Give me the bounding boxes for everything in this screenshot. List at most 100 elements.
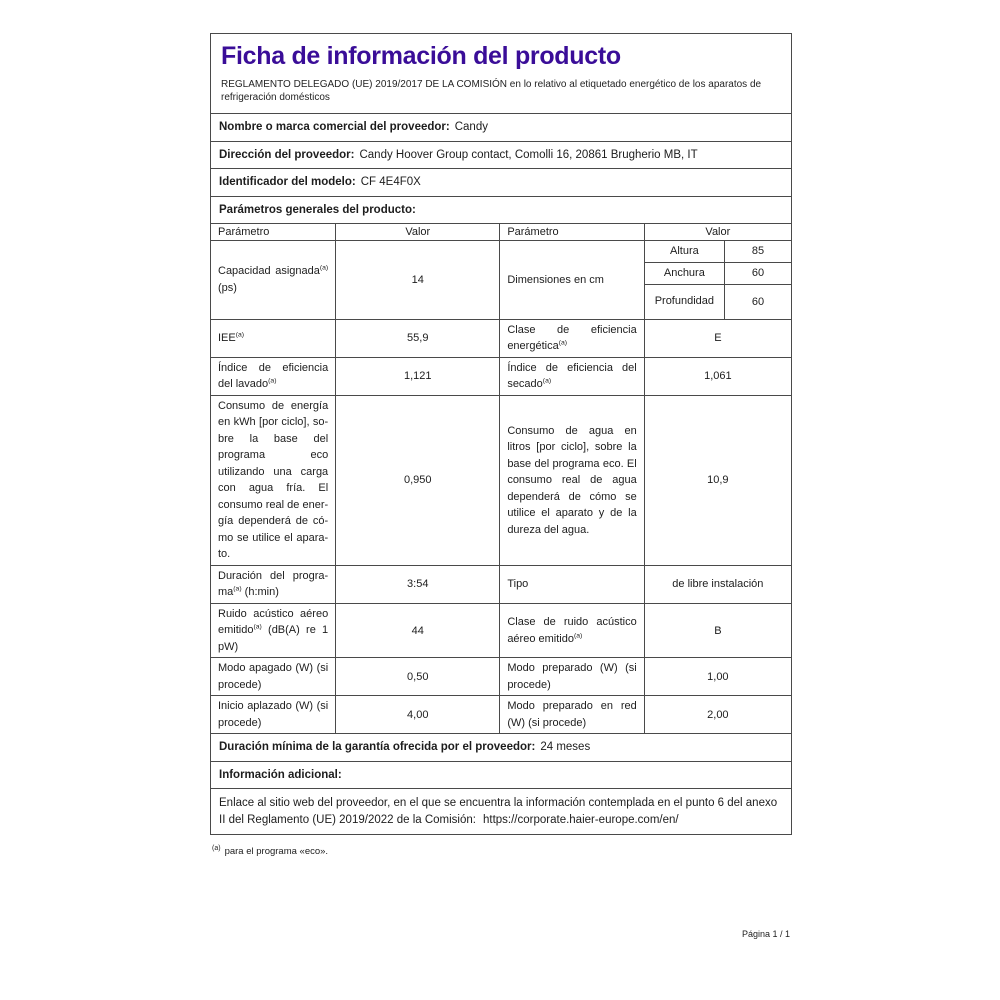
energy-class-label: Clase de eficiencia energética(a) <box>499 318 645 358</box>
footnote-marker: (a) <box>558 339 568 347</box>
footnote-marker: (a) <box>253 623 262 631</box>
additional-info-header: Información adicional: <box>211 760 791 788</box>
warranty-label: Duración mínima de la garantía ofrecida … <box>219 741 536 754</box>
program-duration-value: 3:54 <box>335 564 501 604</box>
supplier-name-row: Nombre o marca comercial del proveedor: C… <box>211 113 791 140</box>
dimensions-subtable: Altura 85 Anchura 60 Profun­didad 60 <box>644 239 791 320</box>
footnote-marker: (a) <box>235 331 245 339</box>
page-title: Ficha de información del producto <box>221 42 621 70</box>
noise-label: Ruido acústico aéreo emitido(a) (dB(A) r… <box>211 602 337 658</box>
water-consumption-value: 10,9 <box>644 394 791 566</box>
cleaning-index-value: 1,121 <box>335 356 501 396</box>
row-delay-networked-standby: Inicio aplazado (W) (si procede) 4,00 Mo… <box>211 695 791 734</box>
type-value: de libre instalación <box>644 564 791 604</box>
row-noise: Ruido acústico aéreo emitido(a) (dB(A) r… <box>211 602 791 658</box>
standby-mode-value: 1,00 <box>644 657 791 696</box>
label-text: IEE <box>218 332 236 345</box>
label-text: Modo apagado (W) (si procede) <box>218 662 329 691</box>
label-text: Clase de ruido acústico aéreo emitido <box>507 616 637 645</box>
label-text: Modo preparado en red (W) (si procede) <box>507 700 637 729</box>
warranty-row: Duración mínima de la garantía ofrecida … <box>211 733 791 760</box>
label-text: Clase de eficiencia energética <box>507 323 637 353</box>
footnote-text: para el programa «eco». <box>224 846 329 858</box>
row-cleaning-drying-index: Índice de eficiencia del lavado(a) 1,121… <box>211 356 791 396</box>
supplier-address-row: Dirección del proveedor: Candy Hoover Gro… <box>211 140 791 168</box>
footnote-marker: (a) <box>542 377 552 385</box>
dimension-value: 60 <box>724 261 791 285</box>
label-text: (h:min) <box>241 586 279 599</box>
website-link-text: Enlace al sitio web del proveedor, en el… <box>219 797 778 826</box>
eco-program-footnote: (a) para el programa «eco». <box>212 845 328 857</box>
dimension-row-height: Altura 85 <box>644 240 791 263</box>
label-text: Tipo <box>507 578 529 591</box>
energy-class-value: E <box>644 318 791 358</box>
header-param-1: Parámetro <box>211 223 337 241</box>
footnote-marker: (a) <box>319 264 329 272</box>
supplier-name-value: Candy <box>454 121 488 134</box>
noise-class-value: B <box>644 602 791 658</box>
footnote-marker: (a) <box>268 377 277 385</box>
cleaning-index-label: Índice de eficiencia del lavado(a) <box>211 356 337 396</box>
dimension-name: Altura <box>644 240 725 263</box>
label-text: Modo preparado (W) (si procede) <box>507 662 637 691</box>
energy-consumption-value: 0,950 <box>335 394 501 566</box>
website-link-row: Enlace al sitio web del proveedor, en el… <box>211 788 791 834</box>
model-identifier-row: Identificador del modelo: CF 4E4F0X <box>211 168 791 195</box>
label-text: Índice de eficiencia del secado <box>507 361 637 391</box>
networked-standby-label: Modo preparado en red (W) (si procede) <box>499 695 645 734</box>
model-identifier-label: Identificador del modelo: <box>219 176 356 189</box>
general-params-header: Parámetros generales del producto: <box>211 195 791 223</box>
label-text: Duración del progra­ma <box>218 569 329 599</box>
row-energy-water-consumption: Consumo de energía en kWh [por ciclo], s… <box>211 394 791 566</box>
header-value-1: Valor <box>335 223 501 241</box>
drying-index-label: Índice de eficiencia del secado(a) <box>499 356 645 396</box>
product-information-sheet: Ficha de información del producto REGLAM… <box>210 33 792 836</box>
footnote-marker: (a) <box>233 585 242 593</box>
row-duration-type: Duración del progra­ma(a) (h:min) 3:54 T… <box>211 564 791 604</box>
row-off-standby-mode: Modo apagado (W) (si procede) 0,50 Modo … <box>211 657 791 696</box>
supplier-name-label: Nombre o marca comercial del proveedor: <box>219 121 450 134</box>
label-text: Consumo de energía en kWh [por ciclo], s… <box>218 399 329 561</box>
header-param-2: Parámetro <box>499 223 645 241</box>
label-text: (ps) <box>218 281 237 294</box>
supplier-address-label: Dirección del proveedor: <box>219 148 355 161</box>
type-label: Tipo <box>499 564 645 604</box>
footnote-marker: (a) <box>573 631 583 639</box>
dimension-name: Anchura <box>644 261 725 285</box>
water-consumption-label: Consumo de agua en litros [por ciclo], s… <box>499 394 645 566</box>
label-text: Ruido acústico aéreo emitido <box>218 607 329 637</box>
dimension-row-depth: Profun­didad 60 <box>644 283 791 319</box>
dimension-value: 85 <box>751 245 765 258</box>
regulation-subtitle: REGLAMENTO DELEGADO (UE) 2019/2017 DE LA… <box>221 79 762 104</box>
header-value-2: Valor <box>705 225 731 238</box>
capacity-label: Capacidad asignada(a) (ps) <box>211 239 337 320</box>
off-mode-label: Modo apagado (W) (si procede) <box>211 657 337 696</box>
noise-class-label: Clase de ruido acústico aéreo emitido(a) <box>499 602 645 658</box>
label-text: Inicio aplazado (W) (si procede) <box>218 700 329 729</box>
footnote-marker: (a) <box>212 845 221 852</box>
page-number: Página 1 / 1 <box>742 929 791 939</box>
dimension-value: 60 <box>724 283 791 319</box>
networked-standby-value: 2,00 <box>644 695 791 734</box>
label-text: Consumo de agua en litros [por ciclo], s… <box>507 424 637 536</box>
delay-start-value: 4,00 <box>335 695 501 734</box>
title-block: Ficha de información del producto REGLAM… <box>211 34 791 113</box>
warranty-value: 24 meses <box>540 741 591 754</box>
website-link-url[interactable]: https://corporate.haier-europe.com/en/ <box>482 813 679 826</box>
off-mode-value: 0,50 <box>335 657 501 696</box>
model-identifier-value: CF 4E4F0X <box>360 176 421 189</box>
delay-start-label: Inicio aplazado (W) (si procede) <box>211 695 337 734</box>
capacity-value: 14 <box>335 239 501 320</box>
row-capacity-dimensions: Capacidad asignada(a) (ps) 14 Dimensione… <box>211 239 791 320</box>
supplier-address-value: Candy Hoover Group contact, Comolli 16, … <box>359 148 698 161</box>
dimension-row-width: Anchura 60 <box>644 261 791 285</box>
eei-label: IEE(a) <box>211 318 337 358</box>
eei-value: 55,9 <box>335 318 501 358</box>
label-text: Capacidad asignada <box>218 265 320 278</box>
label-text: Índice de eficiencia del lavado <box>218 361 329 391</box>
row-eei-energy-class: IEE(a) 55,9 Clase de eficiencia energéti… <box>211 318 791 358</box>
program-duration-label: Duración del progra­ma(a) (h:min) <box>211 564 337 604</box>
table-header-row: Parámetro Valor Parámetro Valor <box>211 223 791 241</box>
energy-consumption-label: Consumo de energía en kWh [por ciclo], s… <box>211 394 337 566</box>
dimensions-label: Dimensiones en cm <box>499 239 645 320</box>
